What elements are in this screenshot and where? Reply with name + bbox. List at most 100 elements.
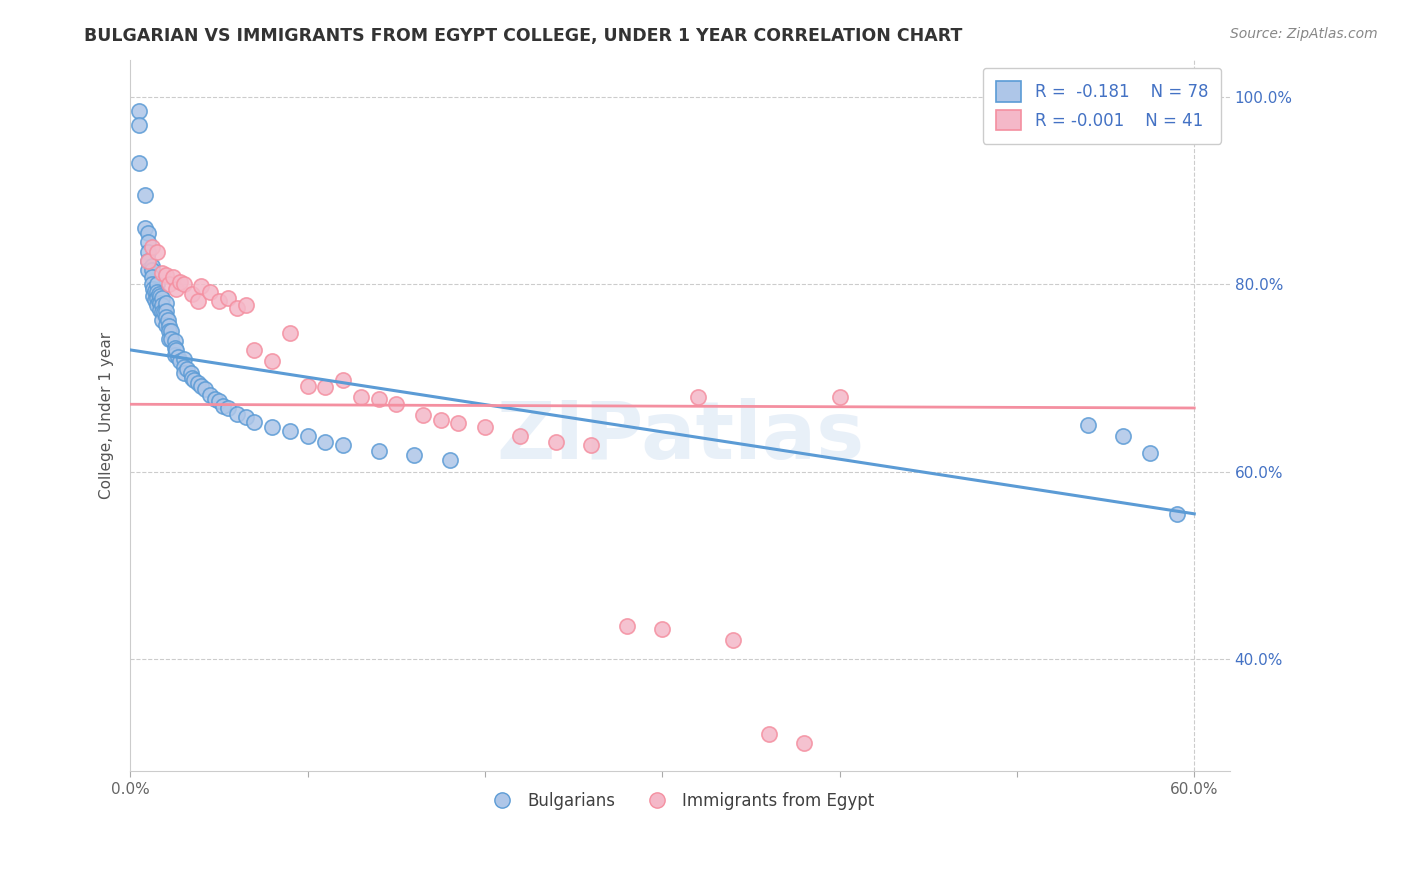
Point — [402, 448, 425, 462]
Point — [332, 438, 354, 452]
Point — [651, 622, 673, 636]
Point — [146, 285, 169, 299]
Point — [235, 410, 257, 425]
Point — [167, 351, 190, 365]
Point — [314, 380, 336, 394]
Text: ZIPatlas: ZIPatlas — [496, 398, 865, 475]
Point — [1139, 446, 1161, 460]
Point — [169, 354, 191, 368]
Point — [149, 296, 172, 310]
Point — [162, 269, 184, 284]
Point — [160, 324, 183, 338]
Point — [148, 286, 170, 301]
Point — [136, 254, 159, 268]
Point — [176, 361, 198, 376]
Point — [173, 352, 195, 367]
Point — [686, 390, 709, 404]
Point — [150, 313, 173, 327]
Point — [297, 378, 319, 392]
Point — [150, 298, 173, 312]
Point — [153, 305, 176, 319]
Point — [180, 367, 202, 381]
Point — [225, 301, 247, 315]
Point — [128, 118, 150, 132]
Point — [173, 359, 195, 374]
Point — [146, 298, 169, 312]
Point — [439, 453, 461, 467]
Text: BULGARIAN VS IMMIGRANTS FROM EGYPT COLLEGE, UNDER 1 YEAR CORRELATION CHART: BULGARIAN VS IMMIGRANTS FROM EGYPT COLLE… — [84, 27, 963, 45]
Point — [169, 275, 191, 289]
Point — [217, 401, 239, 415]
Point — [136, 226, 159, 240]
Point — [190, 279, 212, 293]
Point — [155, 268, 177, 282]
Point — [208, 394, 231, 409]
Point — [136, 244, 159, 259]
Point — [297, 429, 319, 443]
Point — [187, 294, 209, 309]
Point — [235, 298, 257, 312]
Point — [150, 266, 173, 280]
Point — [447, 416, 470, 430]
Point — [190, 378, 212, 392]
Point — [278, 326, 301, 340]
Point — [146, 292, 169, 306]
Point — [208, 294, 231, 309]
Point — [156, 313, 179, 327]
Point — [134, 221, 156, 235]
Point — [332, 373, 354, 387]
Point — [157, 277, 180, 292]
Point — [128, 155, 150, 169]
Point — [544, 434, 567, 449]
Point — [148, 294, 170, 309]
Point — [262, 354, 284, 368]
Point — [225, 407, 247, 421]
Point — [149, 302, 172, 317]
Point — [217, 292, 239, 306]
Point — [141, 269, 163, 284]
Point — [155, 303, 177, 318]
Point — [181, 286, 204, 301]
Point — [136, 235, 159, 250]
Point — [134, 188, 156, 202]
Point — [157, 324, 180, 338]
Point — [758, 727, 780, 741]
Point — [163, 348, 186, 362]
Point — [828, 390, 851, 404]
Point — [367, 444, 389, 458]
Point — [616, 619, 638, 633]
Point — [155, 310, 177, 325]
Point — [143, 284, 166, 298]
Point — [198, 285, 221, 299]
Point — [136, 254, 159, 268]
Point — [150, 305, 173, 319]
Point — [278, 425, 301, 439]
Point — [181, 371, 204, 385]
Point — [385, 397, 408, 411]
Point — [157, 332, 180, 346]
Point — [509, 429, 531, 443]
Point — [350, 390, 373, 404]
Point — [146, 244, 169, 259]
Point — [160, 332, 183, 346]
Point — [146, 277, 169, 292]
Point — [163, 341, 186, 355]
Point — [194, 382, 217, 396]
Point — [243, 415, 266, 429]
Point — [581, 438, 603, 452]
Point — [1166, 507, 1188, 521]
Point — [793, 736, 815, 750]
Point — [262, 419, 284, 434]
Point — [155, 296, 177, 310]
Point — [187, 376, 209, 390]
Point — [143, 293, 166, 308]
Point — [173, 367, 195, 381]
Point — [141, 277, 163, 292]
Point — [142, 288, 165, 302]
Point — [367, 392, 389, 406]
Point — [721, 633, 744, 648]
Point — [198, 388, 221, 402]
Y-axis label: College, Under 1 year: College, Under 1 year — [100, 332, 114, 499]
Point — [243, 343, 266, 357]
Point — [474, 419, 496, 434]
